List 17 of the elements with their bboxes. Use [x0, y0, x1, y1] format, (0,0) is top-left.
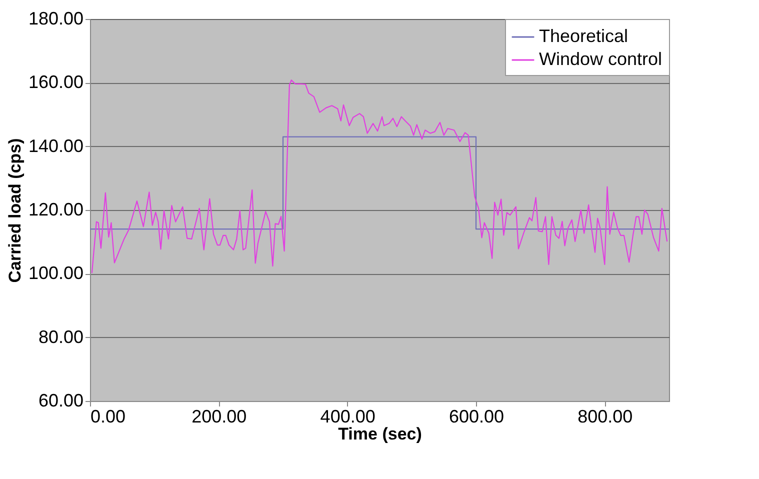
y-tick-label: 100.00 — [28, 263, 84, 284]
legend-label: Window control — [539, 49, 662, 69]
x-tick-label: 800.00 — [578, 406, 633, 426]
x-tick-label: 200.00 — [192, 406, 247, 426]
y-tick-label: 140.00 — [28, 136, 84, 156]
y-tick-label: 60.00 — [38, 390, 84, 410]
y-tick-label: 80.00 — [38, 326, 84, 347]
y-tick-label: 180.00 — [28, 8, 84, 28]
y-axis-title: Carried load (cps) — [5, 138, 24, 283]
x-tick-label: 600.00 — [448, 406, 504, 426]
y-tick-label: 120.00 — [28, 200, 84, 220]
x-tick-label: 0.00 — [90, 406, 126, 426]
legend-label: Theoretical — [539, 26, 628, 46]
x-axis-title: Time (sec) — [338, 424, 422, 444]
y-tick-label: 160.00 — [28, 72, 84, 92]
x-tick-label: 400.00 — [320, 406, 376, 426]
line-series — [91, 80, 668, 274]
